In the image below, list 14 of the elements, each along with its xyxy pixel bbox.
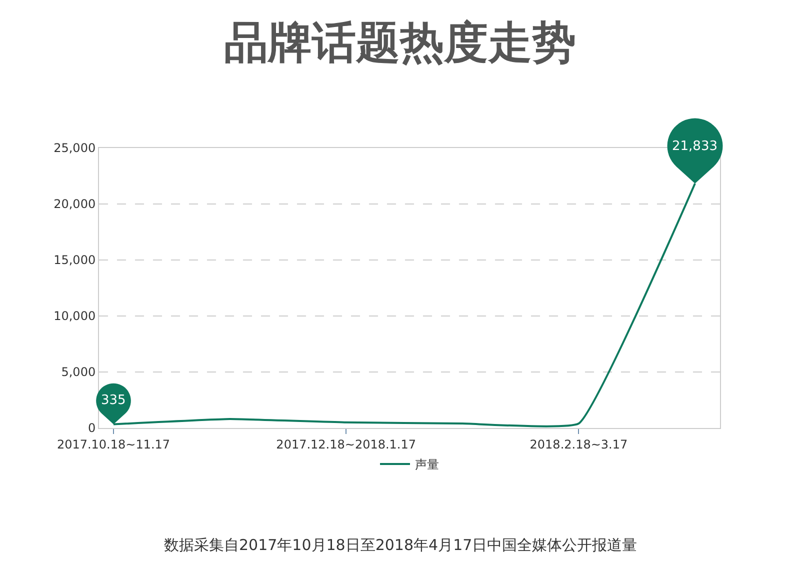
y-tick-label: 25,000 xyxy=(54,141,96,156)
y-tick-label: 10,000 xyxy=(54,309,96,324)
x-tick-label: 2018.2.18~3.17 xyxy=(530,437,628,452)
y-tick-label: 20,000 xyxy=(54,197,96,212)
y-tick-label: 0 xyxy=(88,421,96,436)
legend-label: 声量 xyxy=(415,458,439,472)
data-label: 335 xyxy=(101,393,126,408)
x-tick-label: 2017.12.18~2018.1.17 xyxy=(276,437,416,452)
y-tick-label: 5,000 xyxy=(61,365,96,380)
chart-title: 品牌话题热度走势 xyxy=(224,17,576,68)
data-label: 21,833 xyxy=(672,139,718,154)
x-tick-label: 2017.10.18~11.17 xyxy=(56,437,170,452)
y-tick-label: 15,000 xyxy=(54,253,96,268)
text: 数据采集自2017年10月18日至2018年4月17日中国全媒体公开报道量 xyxy=(164,536,638,554)
